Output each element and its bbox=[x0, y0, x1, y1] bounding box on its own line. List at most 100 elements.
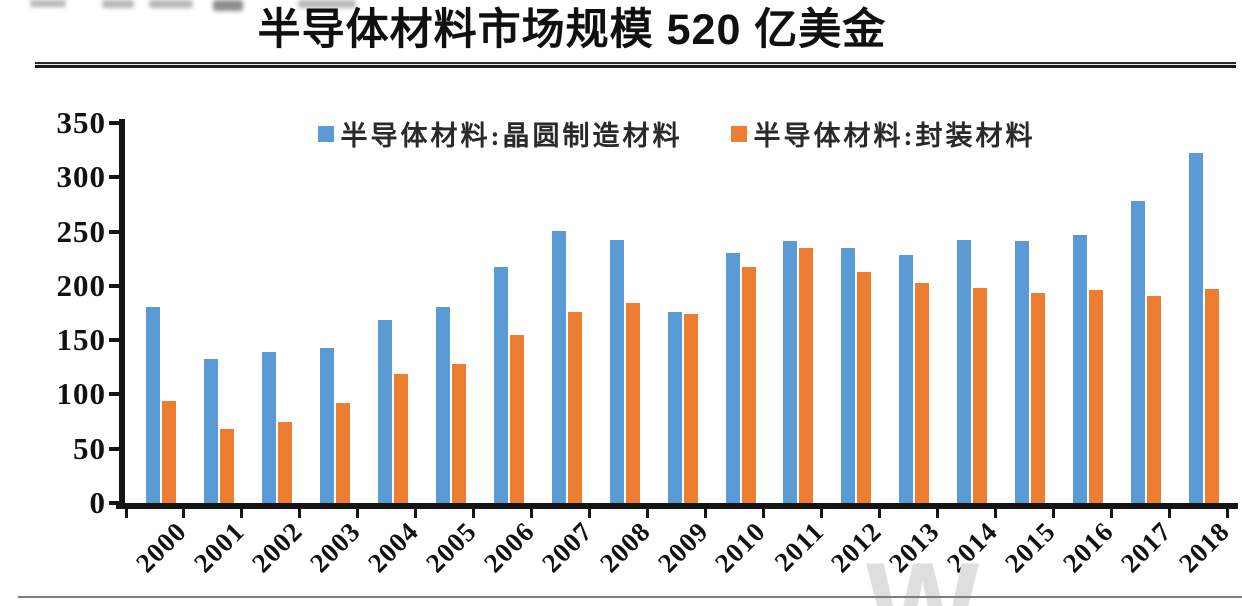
bar-wafer bbox=[1015, 241, 1030, 503]
x-axis-tick-label: 2008 bbox=[593, 516, 656, 579]
cropped-text-remnant bbox=[30, 0, 66, 7]
y-axis-tick-mark bbox=[109, 283, 120, 288]
x-axis-tick-label: 2017 bbox=[1115, 516, 1178, 579]
legend-item: 半导体材料:封装材料 bbox=[730, 114, 1036, 153]
y-axis-tick-label: 300 bbox=[56, 159, 106, 195]
y-axis-tick-mark bbox=[109, 121, 120, 125]
x-axis-tick-label: 2016 bbox=[1057, 516, 1120, 579]
bar-packaging bbox=[219, 429, 234, 503]
bar-packaging bbox=[451, 364, 466, 503]
x-axis-tick-label: 2004 bbox=[361, 516, 424, 579]
bar-packaging bbox=[1031, 293, 1046, 503]
watermark: W bbox=[866, 538, 990, 606]
bar-wafer bbox=[435, 306, 450, 503]
y-axis-tick-label: 150 bbox=[56, 322, 106, 358]
bar-group bbox=[306, 123, 364, 503]
bar-packaging bbox=[857, 271, 872, 503]
y-axis-tick-mark bbox=[109, 175, 120, 180]
bottom-divider bbox=[18, 596, 1242, 598]
bar-wafer bbox=[145, 306, 160, 503]
bar-packaging bbox=[509, 334, 524, 503]
bar-wafer bbox=[377, 319, 392, 503]
x-axis-tick-label: 2009 bbox=[651, 516, 714, 579]
x-axis-tick-mark bbox=[356, 509, 360, 518]
bar-packaging bbox=[799, 247, 814, 503]
y-axis-tick-mark bbox=[109, 446, 120, 451]
x-axis-tick-label: 2000 bbox=[129, 516, 193, 579]
bar-packaging bbox=[625, 303, 640, 503]
y-axis-tick-mark bbox=[109, 229, 120, 234]
bar-wafer bbox=[551, 230, 566, 503]
x-axis-tick-mark bbox=[877, 509, 881, 518]
bar-group bbox=[538, 123, 596, 503]
bar-group bbox=[1059, 123, 1117, 503]
cropped-text-remnant bbox=[149, 0, 193, 8]
bar-packaging bbox=[915, 282, 930, 503]
bar-group bbox=[480, 123, 538, 503]
bar-group bbox=[1001, 123, 1059, 503]
x-axis-tick-mark bbox=[993, 509, 997, 518]
bar-wafer bbox=[725, 253, 740, 503]
x-axis-tick-mark bbox=[703, 509, 707, 518]
legend-item: 半导体材料:晶圆制造材料 bbox=[317, 114, 683, 153]
chart-legend: 半导体材料:晶圆制造材料 半导体材料:封装材料 bbox=[126, 114, 1227, 153]
y-axis-tick-label: 50 bbox=[73, 430, 106, 466]
bar-wafer bbox=[1189, 153, 1204, 503]
bar-group bbox=[364, 123, 422, 503]
x-axis-tick-label: 2002 bbox=[245, 516, 309, 579]
x-axis-tick-mark bbox=[298, 509, 302, 518]
bar-packaging bbox=[567, 311, 582, 503]
y-axis-tick-mark bbox=[109, 338, 120, 343]
bar-group bbox=[827, 123, 885, 503]
bar-group bbox=[943, 123, 1001, 503]
bar-packaging bbox=[683, 314, 698, 503]
x-axis-tick-mark bbox=[472, 509, 476, 518]
bar-packaging bbox=[973, 288, 988, 503]
x-axis-line bbox=[116, 503, 1238, 509]
bar-group bbox=[422, 123, 480, 503]
x-axis-tick-label: 2007 bbox=[535, 516, 598, 579]
cropped-text-remnant bbox=[213, 0, 243, 11]
legend-swatch bbox=[317, 125, 334, 142]
bar-group bbox=[596, 123, 654, 503]
bar-group bbox=[248, 123, 306, 503]
x-axis-tick-mark bbox=[124, 509, 128, 518]
bar-packaging bbox=[335, 403, 350, 503]
x-axis-tick-label: 2015 bbox=[999, 516, 1062, 579]
x-axis-tick-mark bbox=[414, 509, 418, 518]
plot-area bbox=[126, 123, 1227, 503]
x-axis-tick-mark bbox=[819, 509, 823, 518]
bar-wafer bbox=[957, 240, 972, 503]
x-axis-tick-mark bbox=[240, 509, 244, 518]
x-axis-tick-label: 2018 bbox=[1173, 516, 1236, 579]
bar-wafer bbox=[261, 352, 276, 503]
title-divider bbox=[35, 62, 1236, 68]
bar-wafer bbox=[667, 311, 682, 503]
x-axis-tick-label: 2010 bbox=[709, 516, 772, 579]
bar-wafer bbox=[1073, 234, 1088, 503]
bar-wafer bbox=[1131, 201, 1146, 503]
y-axis-tick-label: 100 bbox=[56, 376, 106, 412]
y-axis-tick-label: 350 bbox=[56, 105, 106, 140]
x-axis-tick-mark bbox=[935, 509, 939, 518]
bar-wafer bbox=[899, 255, 914, 503]
x-axis-tick-mark bbox=[1225, 509, 1229, 518]
bar-packaging bbox=[1147, 295, 1162, 503]
y-axis-tick-mark bbox=[109, 392, 120, 397]
bar-group bbox=[654, 123, 712, 503]
bar-packaging bbox=[277, 421, 292, 503]
y-axis-line bbox=[119, 119, 125, 509]
x-axis-tick-label: 2005 bbox=[419, 516, 482, 579]
bar-wafer bbox=[783, 241, 798, 503]
bar-group bbox=[769, 123, 827, 503]
x-axis-tick-mark bbox=[182, 509, 186, 518]
bar-group bbox=[1117, 123, 1175, 503]
bar-group bbox=[132, 123, 190, 503]
bar-group bbox=[712, 123, 770, 503]
bar-packaging bbox=[161, 400, 176, 503]
bar-packaging bbox=[393, 373, 408, 503]
y-axis-tick-label: 200 bbox=[56, 267, 106, 303]
x-axis-tick-mark bbox=[646, 509, 650, 518]
x-axis-tick-mark bbox=[1167, 509, 1171, 518]
